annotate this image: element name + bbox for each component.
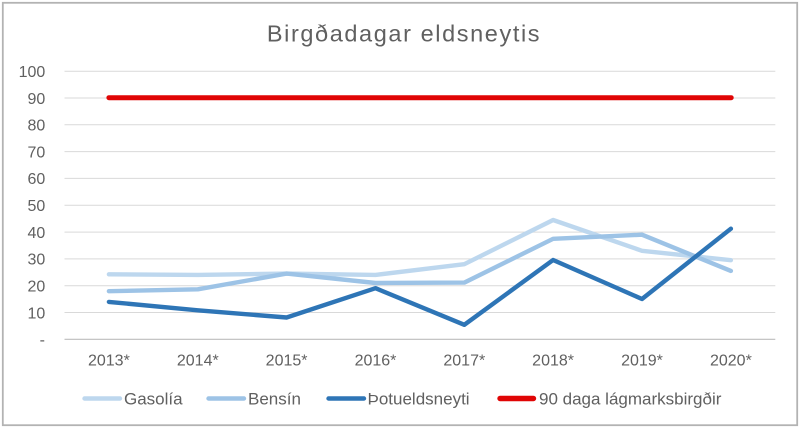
svg-text:Bensín: Bensín [248, 390, 301, 409]
svg-text:2015*: 2015* [266, 353, 308, 370]
svg-text:2014*: 2014* [177, 353, 219, 370]
svg-text:Þotueldsneyti: Þotueldsneyti [368, 390, 470, 409]
svg-text:10: 10 [28, 305, 46, 322]
svg-text:40: 40 [28, 225, 46, 242]
svg-text:60: 60 [28, 171, 46, 188]
svg-text:80: 80 [28, 118, 46, 135]
svg-text:2020*: 2020* [710, 353, 752, 370]
svg-text:-: - [40, 332, 45, 349]
svg-text:2018*: 2018* [532, 353, 574, 370]
svg-text:Birgðadagar eldsneytis: Birgðadagar eldsneytis [267, 21, 541, 47]
svg-text:2017*: 2017* [443, 353, 485, 370]
svg-text:70: 70 [28, 144, 46, 161]
svg-text:30: 30 [28, 252, 46, 269]
svg-text:2019*: 2019* [621, 353, 663, 370]
svg-text:2016*: 2016* [355, 353, 397, 370]
svg-text:Gasolía: Gasolía [124, 390, 183, 409]
svg-text:100: 100 [19, 64, 46, 81]
svg-text:90 daga lágmarksbirgðir: 90 daga lágmarksbirgðir [539, 390, 722, 409]
svg-text:20: 20 [28, 279, 46, 296]
svg-text:90: 90 [28, 91, 46, 108]
svg-text:50: 50 [28, 198, 46, 215]
svg-text:2013*: 2013* [88, 353, 130, 370]
